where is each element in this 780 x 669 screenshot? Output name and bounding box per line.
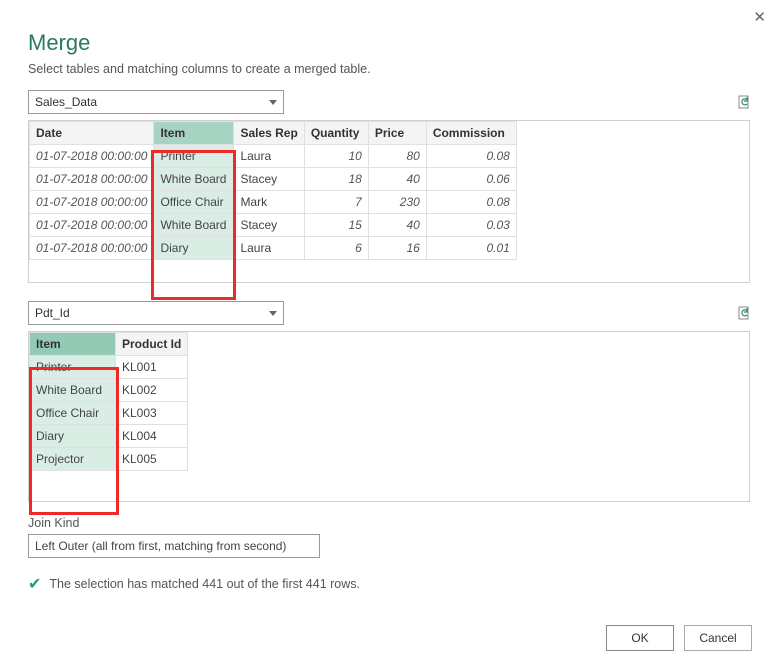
table1-header-date[interactable]: Date	[30, 122, 154, 145]
table-cell[interactable]: White Board	[30, 379, 116, 402]
table-cell[interactable]: Laura	[234, 145, 304, 168]
table-cell[interactable]: 80	[368, 145, 426, 168]
table-cell[interactable]: 18	[304, 168, 368, 191]
table-cell[interactable]: Office Chair	[30, 402, 116, 425]
table-row[interactable]: 01-07-2018 00:00:00White BoardStacey1840…	[30, 168, 517, 191]
table-cell[interactable]: 01-07-2018 00:00:00	[30, 191, 154, 214]
table-cell[interactable]: KL004	[116, 425, 188, 448]
table2-container: ItemProduct IdPrinterKL001White BoardKL0…	[28, 331, 750, 502]
table-row[interactable]: ProjectorKL005	[30, 448, 188, 471]
join-kind-dropdown[interactable]: Left Outer (all from first, matching fro…	[28, 534, 320, 558]
dialog-title: Merge	[28, 30, 752, 56]
table-cell[interactable]: 0.08	[426, 191, 516, 214]
ok-button[interactable]: OK	[606, 625, 674, 651]
check-icon: ✔	[28, 574, 41, 594]
table1-header-commission[interactable]: Commission	[426, 122, 516, 145]
dialog-subtitle: Select tables and matching columns to cr…	[28, 62, 752, 76]
table-cell[interactable]: Stacey	[234, 168, 304, 191]
table-cell[interactable]: KL002	[116, 379, 188, 402]
table1-source-label: Sales_Data	[35, 95, 269, 109]
table-row[interactable]: Office ChairKL003	[30, 402, 188, 425]
table-row[interactable]: 01-07-2018 00:00:00Office ChairMark72300…	[30, 191, 517, 214]
refresh-icon[interactable]	[736, 305, 752, 321]
table-cell[interactable]: Mark	[234, 191, 304, 214]
table-cell[interactable]: 15	[304, 214, 368, 237]
table2-header-item[interactable]: Item	[30, 333, 116, 356]
table-row[interactable]: 01-07-2018 00:00:00DiaryLaura6160.01	[30, 237, 517, 260]
table-cell[interactable]: 230	[368, 191, 426, 214]
table1-header-sales-rep[interactable]: Sales Rep	[234, 122, 304, 145]
close-icon[interactable]: ✕	[753, 10, 766, 25]
table-cell[interactable]: Stacey	[234, 214, 304, 237]
table-row[interactable]: PrinterKL001	[30, 356, 188, 379]
table-cell[interactable]: KL005	[116, 448, 188, 471]
join-kind-selected: Left Outer (all from first, matching fro…	[35, 539, 313, 553]
table-cell[interactable]: 16	[368, 237, 426, 260]
table-cell[interactable]: 01-07-2018 00:00:00	[30, 168, 154, 191]
refresh-icon[interactable]	[736, 94, 752, 110]
table-cell[interactable]: Diary	[154, 237, 234, 260]
chevron-down-icon	[269, 311, 277, 316]
table-cell[interactable]: Laura	[234, 237, 304, 260]
table-cell[interactable]: 7	[304, 191, 368, 214]
table-row[interactable]: 01-07-2018 00:00:00PrinterLaura10800.08	[30, 145, 517, 168]
match-status-text: The selection has matched 441 out of the…	[49, 577, 360, 591]
table-cell[interactable]: Office Chair	[154, 191, 234, 214]
table-row[interactable]: White BoardKL002	[30, 379, 188, 402]
table-cell[interactable]: 01-07-2018 00:00:00	[30, 145, 154, 168]
table-cell[interactable]: 40	[368, 168, 426, 191]
table2-source-dropdown[interactable]: Pdt_Id	[28, 301, 284, 325]
table1-header-item[interactable]: Item	[154, 122, 234, 145]
table-cell[interactable]: 0.01	[426, 237, 516, 260]
table-cell[interactable]: 01-07-2018 00:00:00	[30, 214, 154, 237]
table-cell[interactable]: Printer	[30, 356, 116, 379]
table1-header-quantity[interactable]: Quantity	[304, 122, 368, 145]
table-cell[interactable]: Printer	[154, 145, 234, 168]
table-row[interactable]: 01-07-2018 00:00:00White BoardStacey1540…	[30, 214, 517, 237]
match-status-row: ✔ The selection has matched 441 out of t…	[28, 574, 752, 594]
table-cell[interactable]: 01-07-2018 00:00:00	[30, 237, 154, 260]
table-cell[interactable]: 0.03	[426, 214, 516, 237]
table2[interactable]: ItemProduct IdPrinterKL001White BoardKL0…	[29, 332, 188, 471]
join-kind-label: Join Kind	[28, 516, 752, 530]
table-cell[interactable]: White Board	[154, 214, 234, 237]
chevron-down-icon	[269, 100, 277, 105]
table1-header-price[interactable]: Price	[368, 122, 426, 145]
table-cell[interactable]: Projector	[30, 448, 116, 471]
table-cell[interactable]: 0.06	[426, 168, 516, 191]
table-cell[interactable]: White Board	[154, 168, 234, 191]
table2-source-label: Pdt_Id	[35, 306, 269, 320]
table-cell[interactable]: 10	[304, 145, 368, 168]
table-cell[interactable]: KL001	[116, 356, 188, 379]
table-cell[interactable]: 6	[304, 237, 368, 260]
table-cell[interactable]: Diary	[30, 425, 116, 448]
table-cell[interactable]: 40	[368, 214, 426, 237]
table-cell[interactable]: 0.08	[426, 145, 516, 168]
table-cell[interactable]: KL003	[116, 402, 188, 425]
table-row[interactable]: DiaryKL004	[30, 425, 188, 448]
table1-source-dropdown[interactable]: Sales_Data	[28, 90, 284, 114]
cancel-button[interactable]: Cancel	[684, 625, 752, 651]
table1-container: DateItemSales RepQuantityPriceCommission…	[28, 120, 750, 283]
table1[interactable]: DateItemSales RepQuantityPriceCommission…	[29, 121, 517, 260]
table2-header-product-id[interactable]: Product Id	[116, 333, 188, 356]
